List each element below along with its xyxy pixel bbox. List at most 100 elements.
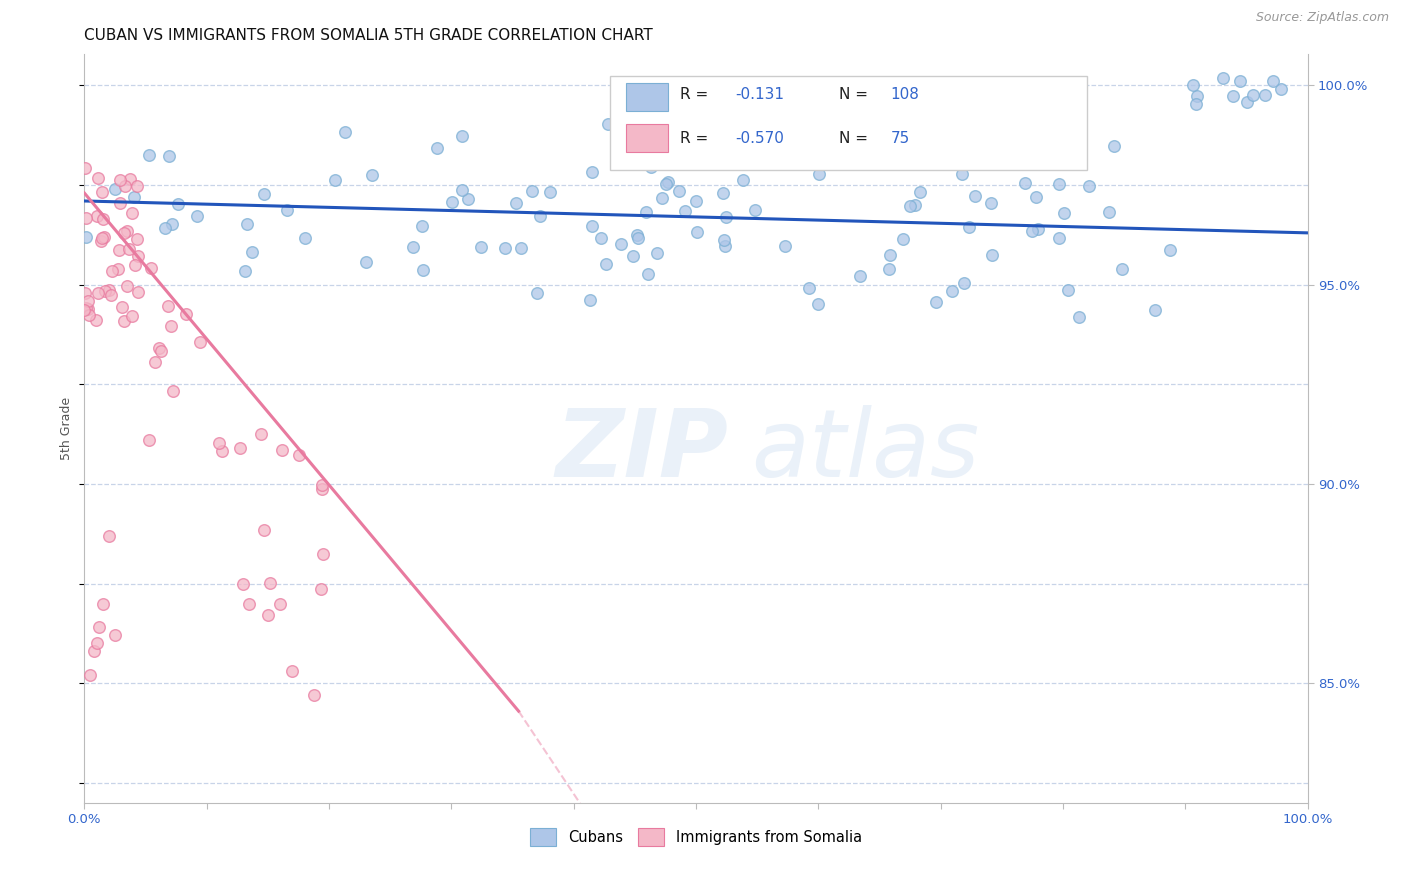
Point [773,239,796,253]
Point [965,189,987,203]
Point [505,196,527,211]
Point [229,442,252,456]
Point [127,249,149,263]
Point [294,231,316,245]
Point [980,195,1002,210]
Point [138,148,160,162]
Point [150,343,173,358]
Point [713,239,735,253]
Point [651,191,673,205]
Legend: Cubans, Immigrants from Somalia: Cubans, Immigrants from Somalia [524,822,868,852]
Point [657,175,679,189]
Point [76,302,98,317]
Point [127,285,149,299]
Point [311,477,333,491]
Point [711,186,734,200]
Point [412,263,434,277]
Point [160,318,183,333]
Point [77,308,100,322]
Point [121,309,143,323]
Point [233,264,256,278]
Point [877,262,900,277]
Point [166,197,188,211]
Point [1028,222,1050,236]
Point [1236,95,1258,109]
Point [162,217,184,231]
Point [253,523,276,537]
Point [451,183,474,197]
Point [626,228,648,243]
Point [91,597,114,611]
Point [73,302,96,317]
Point [426,140,449,154]
Point [1229,74,1251,88]
Point [494,241,516,255]
Point [1021,224,1043,238]
Point [114,179,136,194]
Point [1185,89,1208,103]
Point [621,250,644,264]
Point [75,301,97,316]
Point [1047,230,1070,244]
Point [162,384,184,399]
Text: Source: ZipAtlas.com: Source: ZipAtlas.com [1256,11,1389,24]
Point [1144,303,1167,318]
Point [1254,88,1277,103]
Point [925,294,948,309]
Point [271,442,294,457]
FancyBboxPatch shape [610,76,1087,169]
Point [115,279,138,293]
Point [143,355,166,369]
Point [1222,89,1244,103]
Point [510,241,533,255]
Point [186,209,208,223]
Point [139,260,162,275]
Point [1052,206,1074,220]
Point [311,483,333,497]
Point [655,177,678,191]
Point [1270,81,1292,95]
Point [304,688,326,702]
Point [108,244,131,258]
Point [1067,310,1090,324]
Point [104,628,127,642]
Point [311,547,333,561]
Point [634,204,657,219]
Point [118,242,141,256]
Point [581,219,603,234]
Point [124,258,146,272]
Point [138,434,160,448]
Point [121,206,143,220]
Point [849,268,872,283]
Point [269,597,291,611]
Text: ZIP: ZIP [555,405,728,497]
Point [309,582,332,596]
Point [980,248,1002,262]
Point [148,341,170,355]
Point [208,436,231,450]
Point [799,281,821,295]
Point [595,257,617,271]
Point [668,184,690,198]
Point [101,264,124,278]
Point [112,226,135,240]
Point [73,285,96,300]
Point [287,449,309,463]
Point [411,219,433,233]
Point [1212,70,1234,85]
Point [627,231,650,245]
FancyBboxPatch shape [626,124,668,153]
Point [686,225,709,239]
Point [104,181,127,195]
Point [232,576,254,591]
Point [87,285,110,300]
Point [640,160,662,174]
Point [91,231,114,245]
Point [98,283,121,297]
Point [335,126,357,140]
Point [276,203,298,218]
Point [645,246,668,260]
Point [107,262,129,277]
Point [122,190,145,204]
Point [1025,189,1047,203]
